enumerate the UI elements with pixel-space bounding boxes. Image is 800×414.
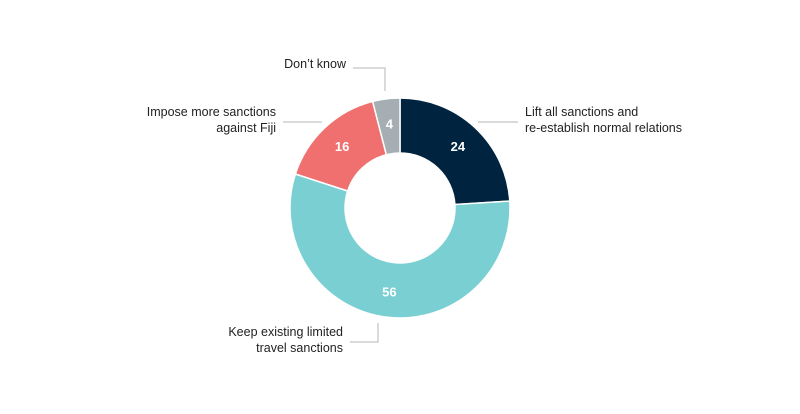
value-label-keep-limited-sanctions: 56 (382, 284, 396, 299)
leader-line (353, 67, 386, 91)
leader-line (350, 323, 379, 343)
value-label-dont-know: 4 (386, 117, 394, 132)
category-label-lift-all-sanctions: Lift all sanctions and re-establish norma… (525, 105, 682, 135)
category-label-keep-limited-sanctions: Keep existing limited travel sanctions (228, 325, 343, 355)
value-label-lift-all-sanctions: 24 (451, 139, 466, 154)
value-label-impose-more-sanctions: 16 (335, 139, 349, 154)
slice-keep-limited-sanctions (289, 173, 511, 319)
category-label-impose-more-sanctions: Impose more sanctions against Fiji (147, 105, 276, 135)
slice-lift-all-sanctions (399, 97, 511, 206)
slice-dont-know (371, 97, 401, 156)
category-label-dont-know: Don’t know (284, 57, 347, 71)
